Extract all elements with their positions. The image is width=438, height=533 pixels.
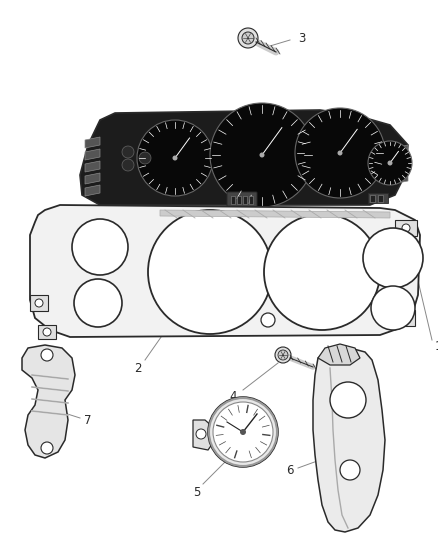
Circle shape	[338, 150, 343, 156]
Circle shape	[173, 156, 177, 160]
Bar	[231, 196, 235, 204]
Circle shape	[388, 160, 392, 166]
Circle shape	[261, 313, 275, 327]
Polygon shape	[85, 185, 100, 196]
Circle shape	[242, 32, 254, 44]
Bar	[370, 195, 375, 202]
Polygon shape	[85, 137, 100, 148]
Circle shape	[122, 146, 134, 158]
Bar	[395, 220, 417, 236]
Polygon shape	[22, 345, 75, 458]
Bar	[243, 196, 247, 204]
Circle shape	[122, 159, 134, 171]
Circle shape	[43, 328, 51, 336]
FancyBboxPatch shape	[227, 192, 257, 208]
Text: 5: 5	[193, 486, 201, 498]
Polygon shape	[392, 173, 408, 184]
Polygon shape	[30, 205, 420, 337]
Circle shape	[264, 214, 380, 330]
Polygon shape	[160, 210, 390, 218]
Circle shape	[72, 219, 128, 275]
Circle shape	[340, 460, 360, 480]
Circle shape	[41, 349, 53, 361]
Circle shape	[213, 402, 273, 462]
Circle shape	[139, 152, 151, 164]
Bar	[393, 310, 415, 326]
Circle shape	[137, 120, 213, 196]
Circle shape	[330, 382, 366, 418]
Polygon shape	[392, 159, 408, 170]
Circle shape	[148, 210, 272, 334]
Text: 2: 2	[134, 361, 142, 375]
Polygon shape	[85, 161, 100, 172]
Bar	[30, 295, 48, 311]
Circle shape	[196, 429, 206, 439]
Polygon shape	[80, 110, 408, 205]
Circle shape	[238, 28, 258, 48]
Polygon shape	[318, 344, 360, 365]
Polygon shape	[85, 173, 100, 184]
Circle shape	[259, 152, 265, 157]
Polygon shape	[85, 149, 100, 160]
Circle shape	[74, 279, 122, 327]
Bar	[249, 196, 253, 204]
Circle shape	[363, 228, 423, 288]
Circle shape	[278, 350, 288, 360]
Polygon shape	[193, 420, 215, 450]
Text: 1: 1	[435, 340, 438, 352]
Text: 7: 7	[84, 414, 92, 426]
Text: 6: 6	[286, 464, 294, 477]
Circle shape	[295, 108, 385, 198]
Polygon shape	[392, 145, 408, 156]
Bar	[378, 195, 383, 202]
Circle shape	[35, 299, 43, 307]
Text: 4: 4	[229, 391, 237, 403]
Circle shape	[240, 429, 246, 435]
Circle shape	[400, 314, 408, 322]
Circle shape	[368, 141, 412, 185]
Circle shape	[371, 286, 415, 330]
Bar	[237, 196, 241, 204]
Circle shape	[208, 397, 278, 467]
Polygon shape	[313, 348, 385, 532]
Circle shape	[41, 442, 53, 454]
Bar	[38, 325, 56, 339]
Circle shape	[210, 103, 314, 207]
Text: 3: 3	[298, 33, 305, 45]
Bar	[368, 193, 388, 203]
Circle shape	[275, 347, 291, 363]
Circle shape	[402, 224, 410, 232]
